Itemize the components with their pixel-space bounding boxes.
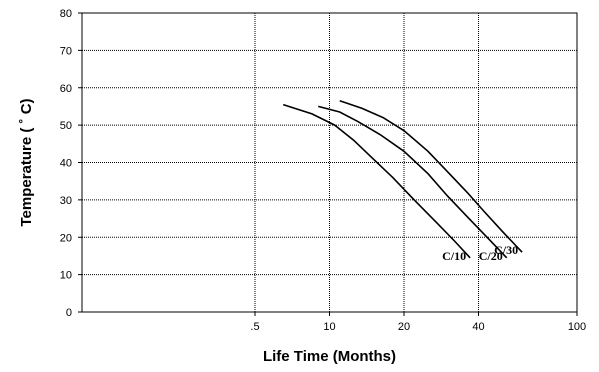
series-label: C/20: [479, 249, 503, 263]
y-tick-label: 80: [60, 8, 72, 20]
y-tick-label: 10: [60, 270, 72, 282]
x-tick-label: 20: [398, 321, 410, 333]
x-tick-label: 100: [568, 321, 586, 333]
series-label: C/30: [494, 243, 518, 257]
x-tick-label: 40: [472, 321, 484, 333]
y-tick-label: 30: [60, 195, 72, 207]
y-axis-ticks: 0 10 20 30 40 50 60 70 80: [60, 8, 82, 319]
series-labels: C/10 C/20C/30: [442, 243, 518, 263]
series-label: C/10: [442, 249, 466, 263]
y-axis-label: Temperature ( ˚ C): [18, 98, 35, 226]
series-line: [339, 100, 523, 253]
grid: [82, 12, 578, 313]
y-tick-label: 20: [60, 232, 72, 244]
y-tick-label: 0: [66, 307, 72, 319]
series-line: [282, 103, 471, 259]
y-tick-label: 60: [60, 83, 72, 95]
y-tick-label: 70: [60, 45, 72, 57]
series-line: [317, 105, 508, 259]
y-tick-label: 40: [60, 158, 72, 170]
x-tick-label: 10: [323, 321, 335, 333]
x-tick-label: .5: [250, 321, 259, 333]
series-group: [282, 100, 523, 259]
y-tick-label: 50: [60, 120, 72, 132]
x-axis-ticks: .5 10 20 40 100: [250, 312, 586, 333]
x-axis-label: Life Time (Months): [263, 348, 396, 365]
